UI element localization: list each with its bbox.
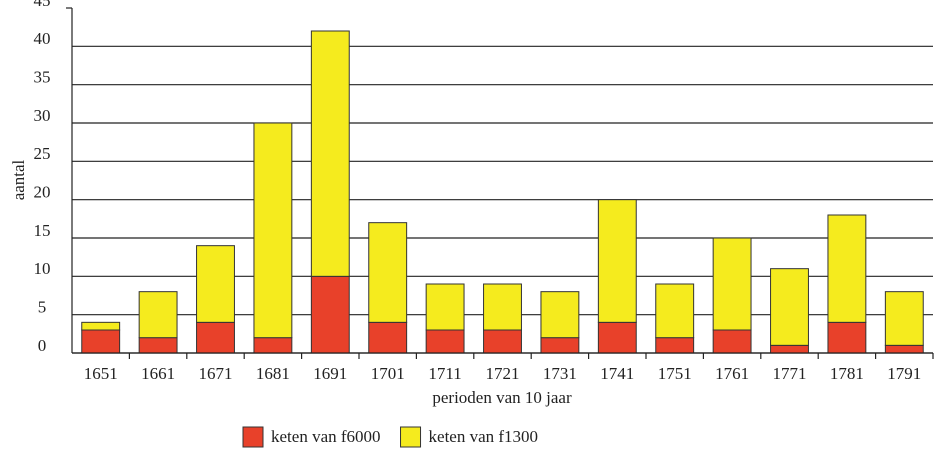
bar-segment bbox=[138, 337, 178, 354]
y-tick-label: 0 bbox=[38, 336, 47, 355]
bar-segment bbox=[712, 329, 752, 354]
x-tick-label: 1781 bbox=[830, 364, 864, 383]
x-tick-label: 1731 bbox=[543, 364, 577, 383]
legend-label: keten van f6000 bbox=[271, 427, 381, 446]
bar-segment bbox=[712, 237, 752, 331]
x-tick-label: 1791 bbox=[887, 364, 921, 383]
x-tick-label: 1661 bbox=[141, 364, 175, 383]
y-tick-label: 20 bbox=[34, 183, 51, 202]
x-axis-label: perioden van 10 jaar bbox=[432, 388, 572, 407]
bar-segment bbox=[253, 337, 293, 354]
y-axis-label: aantal bbox=[9, 159, 28, 200]
bar-segment bbox=[196, 245, 235, 323]
x-tick-label: 1681 bbox=[256, 364, 290, 383]
bar-segment bbox=[827, 321, 867, 354]
legend-swatch bbox=[242, 426, 264, 448]
y-tick-label: 40 bbox=[34, 29, 51, 48]
y-tick-label: 30 bbox=[34, 106, 51, 125]
bar-segment bbox=[655, 337, 695, 354]
x-tick-label: 1721 bbox=[486, 364, 520, 383]
y-tick-label: 15 bbox=[34, 221, 51, 240]
bar-segment bbox=[425, 283, 465, 331]
x-tick-label: 1691 bbox=[313, 364, 347, 383]
x-tick-label: 1761 bbox=[715, 364, 749, 383]
bar-segment bbox=[81, 321, 121, 331]
y-tick-label: 5 bbox=[38, 298, 47, 317]
bar-segment bbox=[655, 283, 695, 339]
legend-label: keten van f1300 bbox=[429, 427, 539, 446]
bar-segment bbox=[368, 222, 408, 323]
y-tick-label: 10 bbox=[34, 259, 51, 278]
bar-segment bbox=[884, 344, 924, 354]
x-tick-label: 1771 bbox=[773, 364, 807, 383]
bar-segment bbox=[540, 291, 580, 339]
bar-segment bbox=[310, 30, 350, 277]
bar-segment bbox=[597, 321, 637, 354]
y-tick-label: 25 bbox=[34, 144, 51, 163]
bar-segment bbox=[483, 329, 522, 354]
y-tick-label: 35 bbox=[34, 68, 51, 87]
x-tick-label: 1701 bbox=[371, 364, 405, 383]
x-tick-label: 1751 bbox=[658, 364, 692, 383]
bar-segment bbox=[597, 199, 637, 323]
x-tick-label: 1711 bbox=[428, 364, 461, 383]
bar-segment bbox=[770, 344, 809, 354]
bar-segment bbox=[827, 214, 867, 323]
x-tick-label: 1651 bbox=[84, 364, 118, 383]
bar-segment bbox=[483, 283, 522, 331]
bar-segment bbox=[138, 291, 178, 339]
x-tick-label: 1741 bbox=[600, 364, 634, 383]
legend-swatch bbox=[400, 426, 422, 448]
x-tick-label: 1671 bbox=[199, 364, 233, 383]
y-tick-label: 45 bbox=[34, 0, 51, 10]
bar-segment bbox=[253, 122, 293, 339]
bar-segment bbox=[196, 321, 235, 354]
bar-segment bbox=[368, 321, 408, 354]
bar-segment bbox=[770, 268, 809, 346]
bar-segment bbox=[425, 329, 465, 354]
bar-segment bbox=[310, 275, 350, 354]
bar-segment bbox=[540, 337, 580, 354]
bar-segment bbox=[81, 329, 121, 354]
bar-segment bbox=[884, 291, 924, 346]
